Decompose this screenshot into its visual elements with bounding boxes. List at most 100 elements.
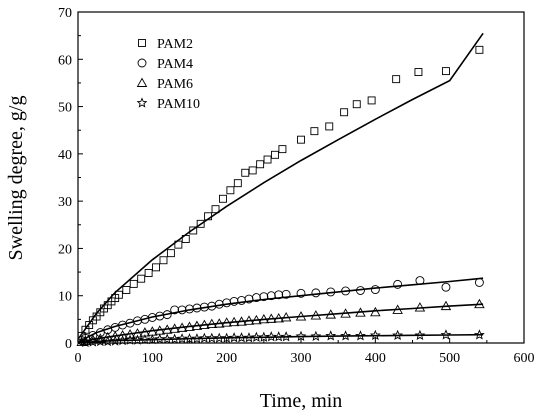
data-point-pam10	[369, 329, 381, 341]
fit-line-pam4	[78, 277, 484, 343]
data-point-pam10	[355, 330, 366, 341]
data-point-pam6	[206, 318, 218, 329]
data-point-pam4	[415, 276, 425, 286]
data-point-pam6	[161, 324, 173, 334]
data-point-pam2	[174, 240, 183, 249]
data-point-pam2	[278, 145, 287, 154]
data-point-pam2	[204, 212, 213, 221]
data-point-pam2	[263, 155, 272, 164]
data-point-pam4	[162, 310, 172, 320]
data-point-pam6	[117, 330, 128, 340]
data-point-pam4	[88, 330, 98, 340]
x-tick-label: 200	[216, 351, 237, 366]
data-point-pam2	[218, 194, 227, 203]
legend-marker-pam4	[137, 58, 147, 68]
data-point-pam2	[196, 219, 205, 228]
data-point-pam2	[226, 186, 235, 195]
y-axis-title: Swelling degree, g/g	[5, 96, 27, 261]
data-point-pam10	[392, 329, 404, 341]
data-points	[76, 45, 485, 348]
y-tick-label: 20	[58, 242, 72, 257]
data-point-pam10	[310, 330, 322, 341]
data-point-pam10	[280, 331, 292, 342]
data-point-pam6	[132, 328, 143, 338]
data-point-pam6	[124, 329, 136, 339]
data-point-pam2	[352, 100, 361, 109]
data-point-pam4	[274, 290, 284, 300]
data-point-pam4	[251, 293, 261, 303]
data-point-pam4	[441, 282, 451, 292]
data-point-pam10	[295, 330, 307, 341]
fit-lines	[78, 32, 484, 344]
data-point-pam6	[221, 317, 232, 327]
data-point-pam6	[310, 310, 322, 320]
data-point-pam6	[295, 311, 307, 321]
y-tick-label: 30	[58, 195, 72, 210]
x-tick-label: 600	[514, 351, 535, 366]
data-point-pam6	[280, 312, 292, 322]
data-point-pam4	[177, 305, 187, 315]
data-point-pam4	[237, 295, 246, 305]
data-point-pam2	[325, 122, 334, 131]
data-point-pam2	[114, 290, 123, 299]
data-point-pam6	[228, 316, 240, 327]
data-point-pam4	[259, 292, 269, 302]
data-point-pam6	[474, 298, 485, 309]
data-point-pam6	[102, 331, 114, 342]
data-point-pam2	[340, 108, 349, 117]
data-point-pam2	[367, 96, 376, 105]
data-point-pam2	[392, 75, 401, 84]
data-point-pam2	[414, 68, 423, 77]
data-point-pam2	[211, 205, 220, 214]
data-point-pam4	[185, 304, 194, 314]
data-point-pam6	[236, 316, 247, 326]
data-point-pam4	[266, 291, 276, 301]
y-tick-label: 50	[58, 101, 72, 116]
data-point-pam6	[340, 308, 351, 318]
data-point-pam2	[144, 269, 153, 277]
data-point-pam6	[199, 319, 210, 329]
plot-area	[77, 11, 525, 344]
data-point-pam6	[176, 322, 188, 332]
data-point-pam6	[251, 314, 262, 325]
data-point-pam2	[271, 150, 279, 159]
data-point-pam6	[392, 304, 403, 314]
y-tick-label: 70	[58, 6, 72, 21]
data-point-pam2	[297, 135, 305, 144]
data-point-pam2	[122, 286, 131, 294]
fit-line-pam10	[78, 333, 484, 344]
data-point-pam6	[440, 300, 452, 311]
data-point-pam4	[311, 288, 321, 298]
data-point-pam2	[248, 166, 257, 175]
legend-label-pam2: PAM2	[157, 37, 193, 52]
x-axis-title: Time, min	[260, 390, 343, 412]
data-point-pam4	[222, 298, 232, 308]
x-tick-label: 0	[75, 351, 82, 366]
data-point-pam4	[296, 288, 306, 298]
data-point-pam4	[326, 287, 336, 297]
data-point-pam2	[475, 45, 484, 54]
data-point-pam2	[159, 256, 168, 265]
legend-marker-pam10	[136, 97, 148, 108]
data-point-pam2	[241, 168, 250, 177]
data-point-pam2	[256, 160, 265, 169]
data-point-pam6	[213, 318, 225, 328]
y-tick-label: 0	[65, 337, 72, 352]
data-point-pam4	[370, 285, 380, 295]
legend-label-pam4: PAM4	[157, 57, 193, 72]
data-point-pam4	[281, 289, 291, 299]
x-tick-label: 500	[439, 351, 460, 366]
legend-marker-pam6	[136, 77, 148, 87]
y-tick-label: 60	[58, 53, 72, 68]
data-point-pam6	[243, 315, 255, 325]
data-point-pam6	[169, 323, 180, 333]
data-point-pam6	[265, 313, 277, 323]
x-tick-label: 400	[365, 351, 386, 366]
data-point-pam4	[341, 286, 351, 296]
data-point-pam6	[87, 334, 99, 344]
data-point-pam2	[181, 235, 190, 243]
data-point-pam4	[170, 305, 180, 315]
legend-label-pam6: PAM6	[157, 77, 193, 92]
data-point-pam2	[233, 179, 242, 188]
